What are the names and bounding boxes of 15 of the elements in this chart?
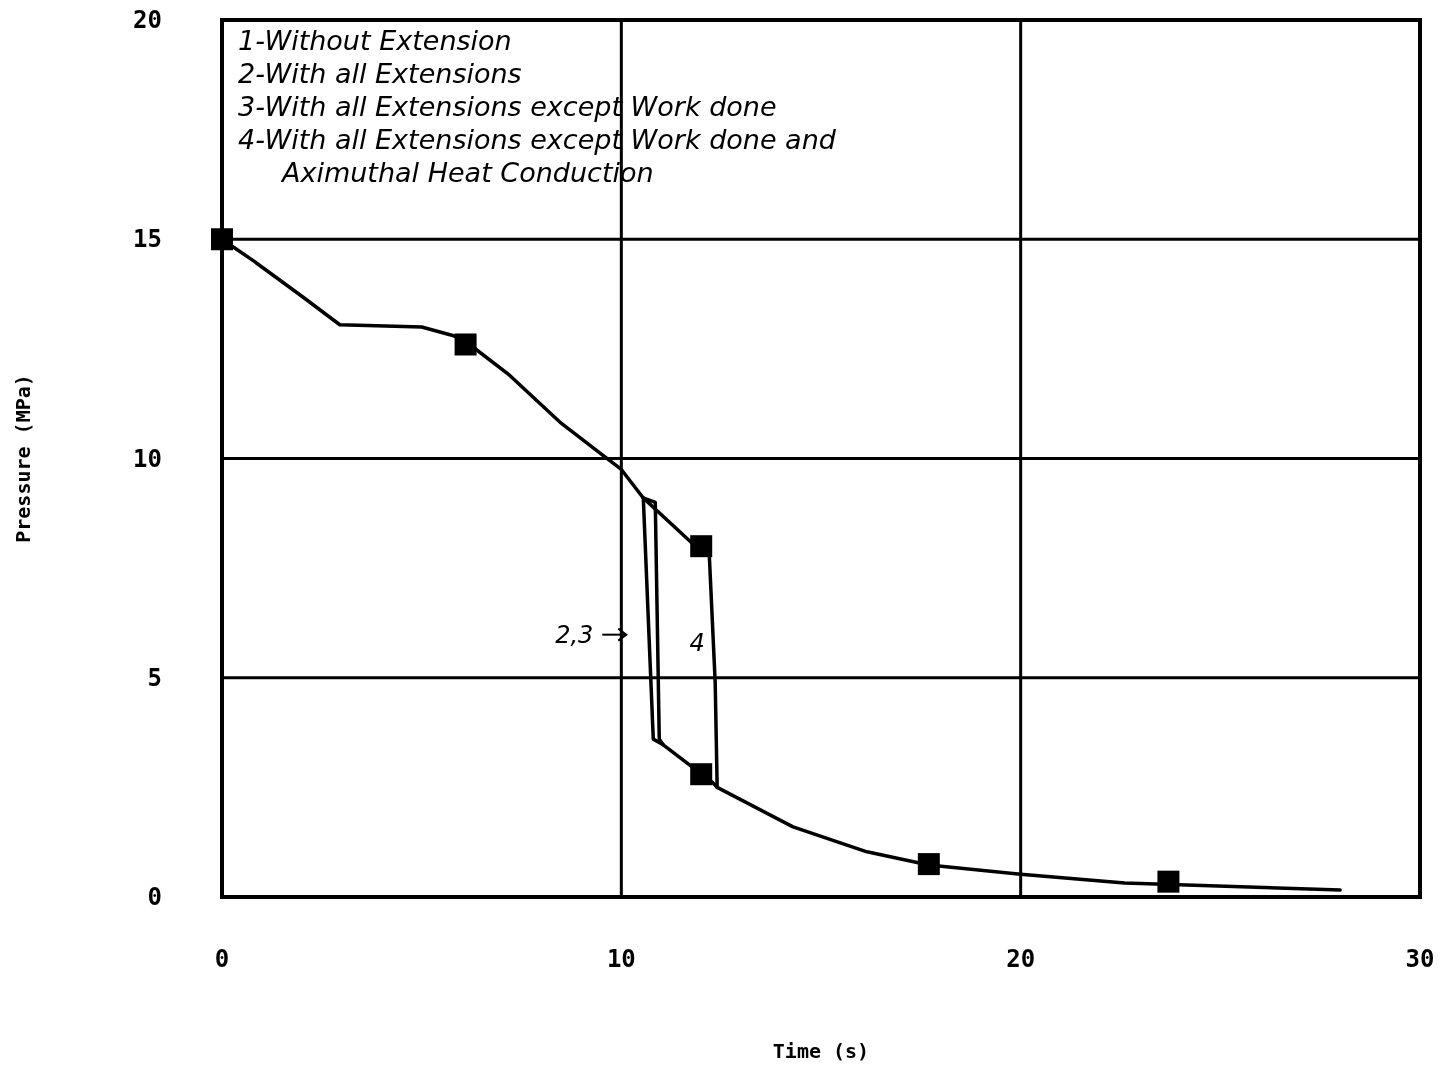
x-tick-label: 20 [1006,945,1036,973]
y-tick-label: 10 [133,444,162,473]
y-tick-label: 15 [133,225,162,254]
annotation: 2-With all Extensions [238,58,522,89]
y-tick-label: 0 [147,883,162,911]
x-tick-label: 0 [214,945,230,973]
annotation: 2,3 [555,620,594,649]
x-tick-label: 10 [606,945,636,973]
x-tick-label: 30 [1405,945,1435,973]
y-axis-title: Pressure (MPa) [11,374,35,543]
annotation: 1-Without Extension [238,25,512,56]
y-tick-label: 20 [133,6,162,34]
annotation: 4 [689,628,705,657]
x-axis-title: Time (s) [772,1039,870,1063]
y-tick-label: 5 [147,663,162,692]
